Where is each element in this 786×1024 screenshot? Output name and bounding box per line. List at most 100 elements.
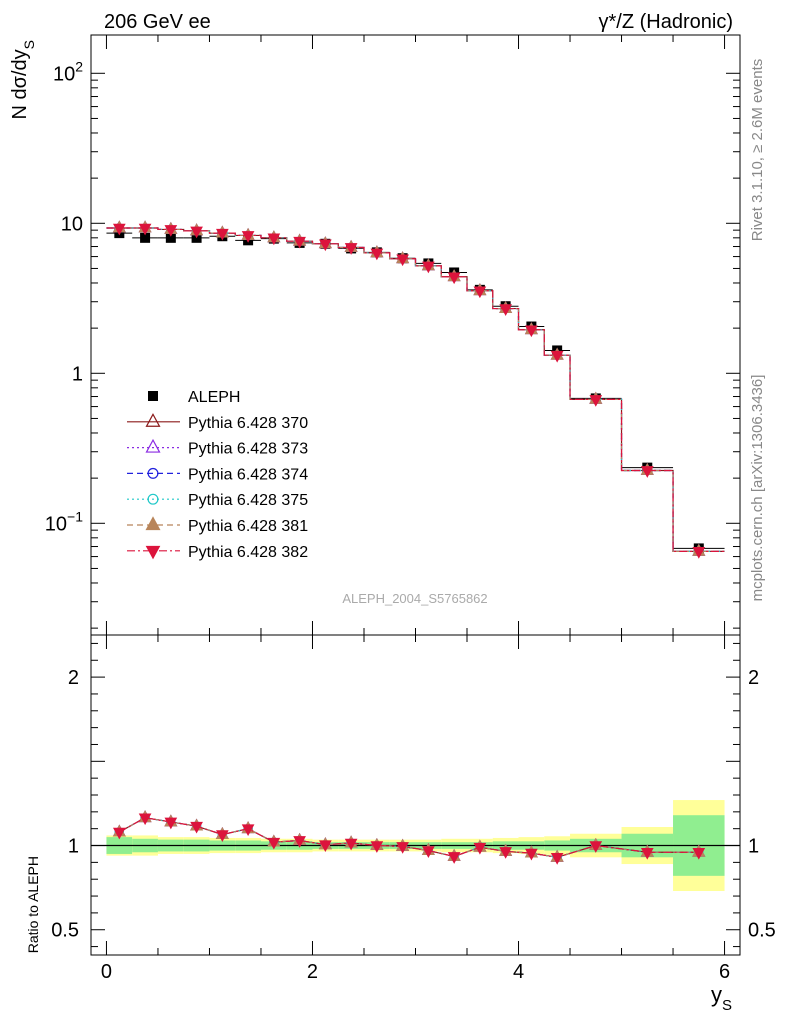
legend-marker [147,467,159,479]
ratio-series-pythia-6-428-382 [112,813,706,865]
series-point [692,547,706,559]
data-point [140,232,151,243]
legend-entry: Pythia 6.428 382 [127,544,308,561]
ratio-point [370,841,384,853]
series-point [447,272,461,285]
ratio-point [164,817,178,830]
ratio-y-tick-label: 0.5 [51,920,79,942]
legend-label: Pythia 6.428 375 [188,492,308,509]
series-point [112,223,126,236]
ratio-point [499,847,512,859]
main-y-tick-label: 10 [61,213,83,235]
rivet-label: Rivet 3.1.10, ≥ 2.6M events [749,59,766,242]
legend-entry: Pythia 6.428 375 [127,492,308,509]
ratio-point [267,837,281,850]
ratio-point [138,813,152,826]
x-tick-label: 4 [513,961,524,983]
legend-marker [145,516,161,531]
ratio-point [473,842,487,855]
x-tick-label: 6 [719,961,730,983]
ratio-panel-axes: 2 2 1 1 0.5 0.5 0 2 4 6 [51,635,776,983]
series-point [589,395,603,407]
series-point [190,226,203,239]
series-point [525,325,538,338]
series-point [344,243,358,255]
ratio-y-tick-label: 1 [68,836,79,858]
series-point [164,225,178,237]
legend-marker [145,413,161,427]
main-panel-axes: 102 10 1 10−1 [45,35,740,635]
ratio-point [589,841,603,853]
ratio-point [344,838,358,851]
legend-label: Pythia 6.428 374 [188,466,308,483]
legend-label: Pythia 6.428 381 [188,518,308,535]
main-y-tick-label: 10−1 [45,508,83,535]
legend-entry: ALEPH [148,389,240,406]
ratio-y-tick-label-right: 2 [748,667,759,689]
ratio-point [319,840,332,853]
ratio-point [241,824,255,837]
main-y-axis-label: N dσ/dyS [9,40,37,120]
ratio-point [550,853,564,865]
ratio-y-tick-label: 2 [68,667,79,689]
series-point [499,304,512,316]
main-y-tick-label: 102 [53,58,83,85]
x-tick-label: 0 [101,961,112,983]
mcplots-label: mcplots.cern.ch [arXiv:1306.3436] [749,375,766,602]
x-tick-label: 2 [307,961,318,983]
legend-label: Pythia 6.428 382 [188,544,308,561]
analysis-watermark: ALEPH_2004_S5765862 [342,591,487,606]
ratio-y-tick-label-right: 0.5 [748,920,776,942]
series-point [473,286,487,299]
series-pythia-6-428-382 [106,223,725,559]
main-panel-series [106,220,725,559]
ratio-point [396,842,409,854]
legend-label: Pythia 6.428 373 [188,441,308,458]
ratio-point [216,830,229,842]
series-point [216,228,229,241]
legend-marker [147,493,159,505]
legend-marker [145,438,161,453]
series-point [241,231,255,243]
series-point [293,236,306,249]
legend: ALEPH Pythia 6.428 370 Pythia 6.428 373 Pyt… [127,389,308,561]
header-right: γ*/Z (Hadronic) [599,11,733,33]
series-point [138,223,152,236]
legend-marker [148,391,158,401]
ratio-point [640,847,654,860]
ratio-panel-series [112,810,706,865]
legend-label: Pythia 6.428 370 [188,415,308,432]
legend-marker [145,545,161,560]
x-axis-label: yS [711,982,732,1014]
main-y-tick-label: 1 [72,363,83,385]
ratio-point [422,846,435,858]
legend-entry: Pythia 6.428 381 [127,516,308,535]
series-point [267,233,281,246]
ratio-y-tick-label-right: 1 [748,836,759,858]
ratio-point [293,836,306,848]
series-point [550,350,564,363]
ratio-point [447,852,461,864]
ratio-panel-frame [90,634,741,956]
series-point [422,261,435,274]
series-point [640,466,654,478]
ratio-line [119,817,699,858]
ratio-point [692,847,706,860]
ratio-point [525,848,538,861]
series-point [396,254,409,267]
series-point [370,248,384,261]
ratio-point [112,827,126,840]
series-line [106,227,725,552]
header-left: 206 GeV ee [104,11,211,33]
series-point [319,239,332,252]
ratio-point [190,821,203,834]
legend-label: ALEPH [188,389,240,406]
series-line [106,227,725,552]
legend-entry: Pythia 6.428 374 [127,466,308,483]
ratio-y-axis-label: Ratio to ALEPH [25,856,41,953]
legend-entry: Pythia 6.428 373 [127,438,308,458]
legend-entry: Pythia 6.428 370 [127,413,308,432]
data-point [165,232,176,243]
